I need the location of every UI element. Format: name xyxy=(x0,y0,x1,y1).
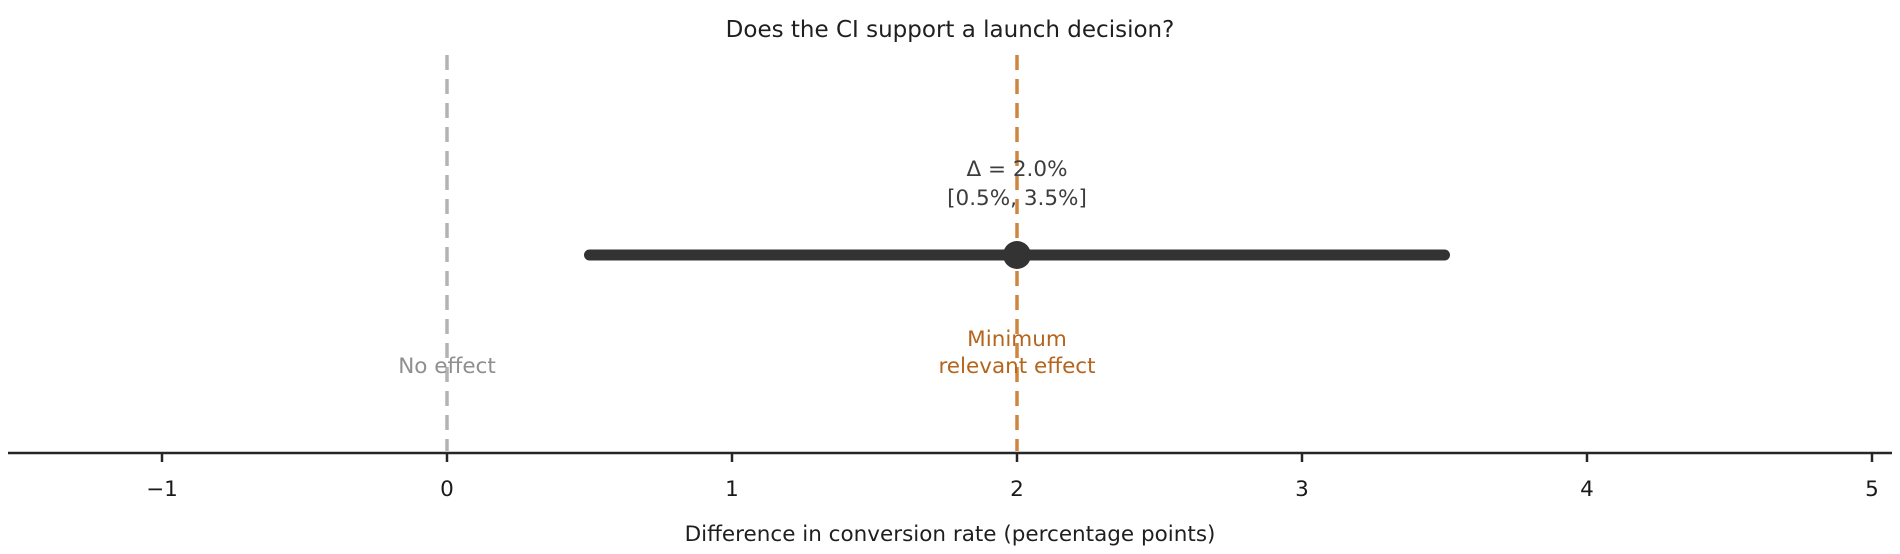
reference-line-1-label: Minimum xyxy=(967,327,1067,352)
x-tick-label-4: 3 xyxy=(1295,477,1309,502)
reference-line-0-label: No effect xyxy=(398,354,496,379)
x-tick-label-5: 4 xyxy=(1580,477,1594,502)
axis-layer: −1 0 1 2 3 4 5 xyxy=(8,451,1892,502)
estimate-annotation-line-2: [0.5%, 3.5%] xyxy=(947,186,1087,211)
estimate-annotation-line-1: Δ = 2.0% xyxy=(966,157,1067,182)
x-tick-label-6: 5 xyxy=(1865,477,1879,502)
chart-title: Does the CI support a launch decision? xyxy=(726,17,1175,43)
x-tick-label-2: 1 xyxy=(725,477,739,502)
x-tick-label-3: 2 xyxy=(1010,477,1024,502)
x-axis-label: Difference in conversion rate (percentag… xyxy=(685,522,1216,547)
x-tick-label-1: 0 xyxy=(440,477,454,502)
point-estimate-marker xyxy=(1003,241,1031,269)
errorbar-layer xyxy=(584,241,1450,269)
reference-line-1-label: relevant effect xyxy=(938,354,1095,379)
x-tick-label-0: −1 xyxy=(146,477,178,502)
